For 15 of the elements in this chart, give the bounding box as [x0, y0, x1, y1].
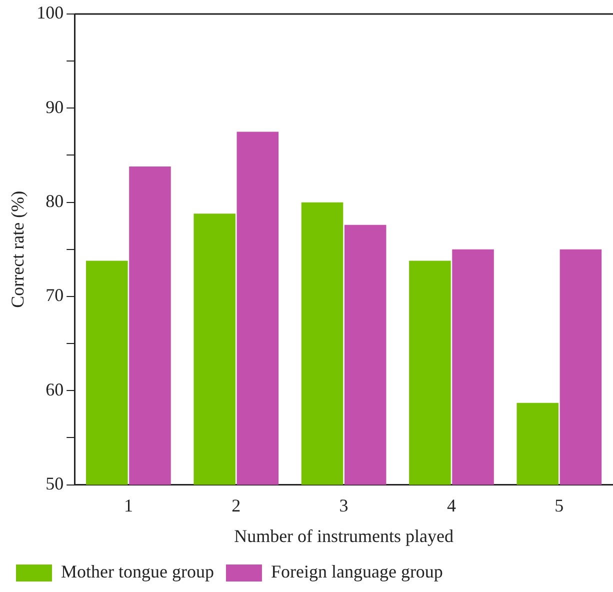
y-tick-label: 60 [46, 379, 64, 400]
legend-label: Mother tongue group [61, 562, 214, 582]
y-tick-label: 90 [46, 96, 64, 117]
x-tick-label: 5 [554, 495, 564, 516]
x-axis-title: Number of instruments played [234, 526, 454, 546]
x-tick-label: 3 [339, 495, 348, 516]
y-axis-title: Correct rate (%) [8, 190, 28, 308]
y-tick-label: 80 [46, 191, 64, 212]
legend-label: Foreign language group [270, 562, 443, 582]
y-tick-label: 100 [36, 2, 64, 23]
x-tick-label: 1 [124, 495, 133, 516]
x-tick-label: 4 [446, 495, 456, 516]
y-tick-label: 70 [46, 285, 64, 306]
x-tick-label: 2 [232, 495, 241, 516]
y-tick-label: 50 [46, 474, 64, 494]
